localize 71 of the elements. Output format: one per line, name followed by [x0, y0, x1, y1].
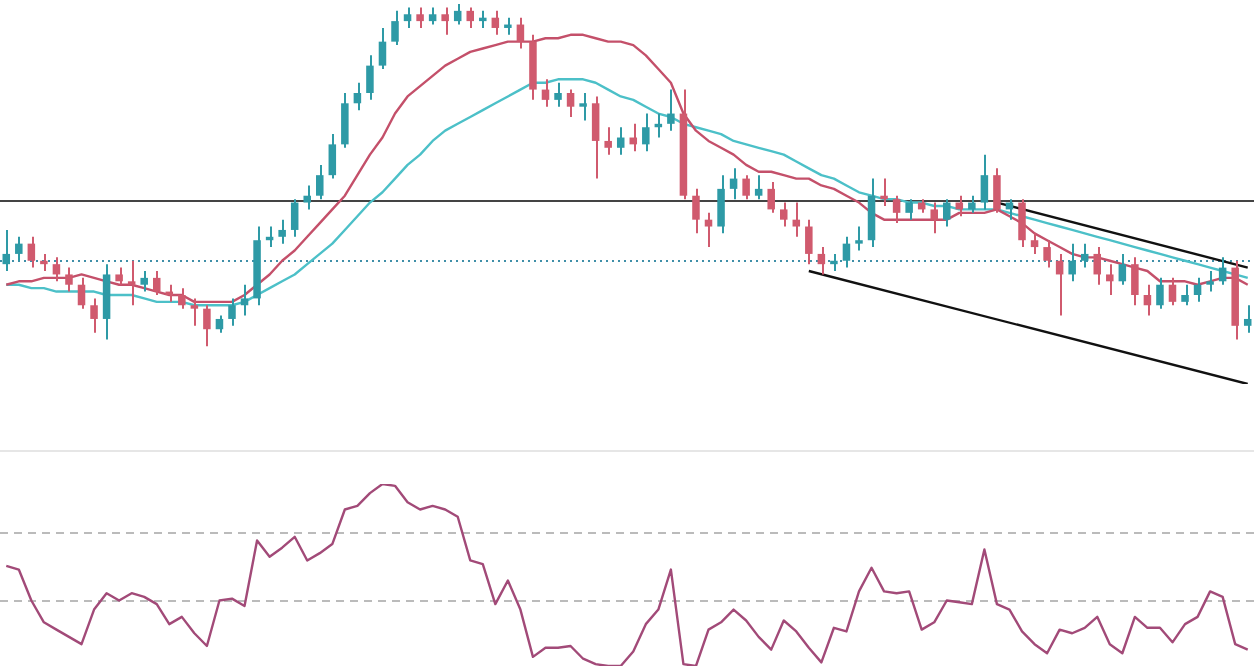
candlestick [579, 92, 587, 122]
candlestick [591, 95, 600, 180]
candlestick [566, 88, 575, 118]
candlestick [792, 201, 801, 238]
candlestick [1068, 242, 1076, 283]
candlestick [65, 266, 73, 293]
candlestick [842, 235, 851, 269]
candlestick [2, 228, 11, 273]
candlestick [416, 6, 424, 29]
candlestick [742, 174, 750, 201]
candlestick [27, 235, 36, 269]
candlestick [692, 187, 700, 235]
candlestick [90, 297, 98, 334]
candlestick [1093, 246, 1102, 286]
candlestick [717, 174, 725, 235]
candlestick [1018, 198, 1026, 249]
candlestick [642, 112, 650, 153]
candlestick [1156, 276, 1164, 310]
candlestick [855, 225, 863, 252]
candlestick [667, 88, 675, 132]
candlestick [228, 297, 236, 327]
candlestick [378, 26, 387, 71]
candlestick [303, 184, 311, 211]
candlestick [328, 133, 337, 180]
candlestick [140, 270, 148, 293]
candlestick [980, 153, 989, 211]
candlestick [754, 174, 763, 201]
candlestick [466, 6, 475, 29]
candlestick [943, 198, 951, 228]
candlestick [240, 283, 249, 317]
candlestick [704, 211, 713, 249]
candlestick [905, 198, 913, 221]
candlestick [441, 6, 449, 36]
candlestick [930, 201, 938, 235]
candlestick [1206, 270, 1214, 293]
candlestick [892, 194, 901, 225]
candlestick [1106, 263, 1114, 296]
candlestick [1118, 252, 1127, 286]
candlestick [391, 9, 399, 47]
candlestick [880, 177, 888, 207]
candlestick [1043, 239, 1051, 269]
candlestick [366, 54, 374, 101]
candlestick [1030, 232, 1039, 255]
candlestick [779, 201, 788, 228]
candlestick [616, 126, 625, 156]
candlestick [341, 92, 349, 149]
candlestick [102, 263, 111, 341]
candlestick [453, 3, 462, 26]
candlestick [152, 270, 161, 296]
candlestick [290, 198, 299, 238]
candlestick [729, 167, 738, 201]
candlestick [1181, 283, 1189, 307]
candlestick [604, 126, 612, 156]
candlestick [541, 78, 550, 108]
candlestick [1193, 276, 1202, 303]
candlestick [817, 246, 826, 276]
candlestick [1080, 242, 1089, 269]
candlestick [993, 167, 1001, 214]
candlestick [554, 81, 562, 108]
candlestick [1243, 304, 1252, 334]
candlestick [403, 6, 412, 29]
candlestick [353, 81, 362, 112]
candlestick [767, 181, 775, 214]
candlestick [1143, 283, 1152, 317]
candlestick [867, 177, 876, 249]
candlestick [805, 218, 813, 266]
candlestick [316, 163, 324, 201]
candlestick [52, 256, 61, 283]
candlestick [278, 218, 286, 245]
candlestick [491, 9, 500, 36]
candlestick [15, 235, 23, 262]
